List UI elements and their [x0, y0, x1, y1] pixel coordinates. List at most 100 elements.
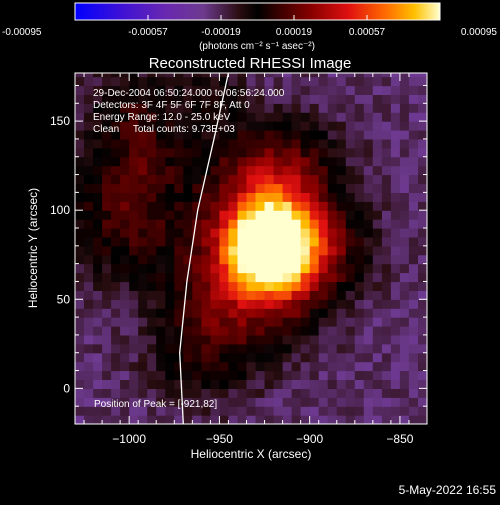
image-pixel — [300, 103, 311, 113]
image-pixel — [138, 334, 148, 345]
image-pixel — [201, 201, 211, 211]
image-pixel — [93, 281, 103, 291]
image-pixel — [219, 370, 229, 380]
image-pixel — [183, 397, 193, 407]
image-pixel — [408, 174, 419, 185]
image-pixel — [264, 138, 275, 149]
image-pixel — [255, 343, 266, 354]
image-pixel — [282, 352, 293, 363]
image-pixel — [246, 334, 257, 345]
image-pixel — [300, 397, 311, 407]
image-pixel — [408, 219, 419, 229]
image-pixel — [84, 236, 94, 247]
image-pixel — [354, 103, 365, 113]
image-pixel — [309, 183, 320, 193]
image-pixel — [174, 352, 184, 363]
image-pixel — [372, 183, 383, 193]
image-pixel — [84, 138, 94, 149]
image-pixel — [75, 326, 85, 336]
image-pixel — [228, 147, 238, 158]
image-pixel — [228, 201, 238, 211]
image-pixel — [156, 290, 166, 300]
y-tick-label: 0 — [63, 381, 70, 395]
image-pixel — [354, 138, 365, 149]
image-pixel — [336, 406, 347, 416]
image-pixel — [291, 370, 302, 380]
image-pixel — [273, 147, 284, 158]
image-pixel — [282, 147, 293, 158]
image-pixel — [327, 379, 338, 389]
image-pixel — [408, 406, 419, 416]
image-pixel — [255, 130, 266, 140]
image-pixel — [418, 290, 427, 300]
image-pixel — [336, 103, 347, 113]
image-pixel — [129, 228, 139, 238]
image-pixel — [129, 245, 139, 256]
image-pixel — [255, 156, 266, 167]
image-pixel — [237, 174, 248, 185]
image-pixel — [363, 299, 374, 309]
image-pixel — [75, 361, 85, 372]
solar-limb-line — [179, 73, 230, 424]
image-pixel — [363, 130, 374, 140]
image-pixel — [354, 254, 365, 265]
image-pixel — [156, 183, 166, 193]
image-pixel — [120, 210, 130, 220]
image-pixel — [354, 352, 365, 363]
image-pixel — [210, 138, 220, 149]
image-pixel — [183, 201, 193, 211]
image-pixel — [354, 379, 365, 389]
image-pixel — [201, 138, 211, 149]
image-pixel — [418, 254, 427, 265]
image-pixel — [300, 245, 311, 256]
image-pixel — [381, 281, 392, 291]
image-pixel — [210, 165, 220, 176]
image-pixel — [291, 352, 302, 363]
image-pixel — [129, 317, 139, 327]
image-pixel — [291, 121, 302, 131]
image-pixel — [111, 156, 121, 167]
image-pixel — [111, 165, 121, 176]
image-pixel — [300, 317, 311, 327]
image-pixel — [381, 388, 392, 398]
image-pixel — [174, 415, 184, 424]
image-pixel — [318, 94, 329, 104]
image-pixel — [219, 236, 229, 247]
image-pixel — [354, 174, 365, 185]
image-pixel — [228, 326, 238, 336]
image-pixel — [354, 406, 365, 416]
image-pixel — [264, 281, 275, 291]
image-pixel — [129, 147, 139, 158]
image-pixel — [210, 361, 220, 372]
image-pixel — [192, 121, 202, 131]
image-pixel — [192, 103, 202, 113]
image-pixel — [273, 245, 284, 256]
image-pixel — [102, 263, 112, 274]
image-pixel — [138, 165, 148, 176]
image-pixel — [75, 299, 85, 309]
image-pixel — [120, 130, 130, 140]
image-pixel — [183, 343, 193, 354]
image-pixel — [372, 326, 383, 336]
image-pixel — [282, 236, 293, 247]
image-pixel — [210, 415, 220, 424]
image-pixel — [418, 397, 427, 407]
image-pixel — [418, 379, 427, 389]
image-pixel — [84, 94, 94, 104]
image-pixel — [174, 165, 184, 176]
image-pixel — [282, 415, 293, 424]
image-pixel — [418, 192, 427, 202]
image-pixel — [237, 263, 248, 274]
image-pixel — [192, 183, 202, 193]
image-pixel — [291, 94, 302, 104]
image-pixel — [201, 379, 211, 389]
image-pixel — [273, 370, 284, 380]
image-pixel — [165, 228, 175, 238]
image-pixel — [273, 85, 284, 95]
image-pixel — [228, 343, 238, 354]
image-pixel — [111, 308, 121, 318]
image-pixel — [273, 174, 284, 185]
image-pixel — [336, 201, 347, 211]
image-pixel — [264, 415, 275, 424]
image-pixel — [255, 138, 266, 149]
